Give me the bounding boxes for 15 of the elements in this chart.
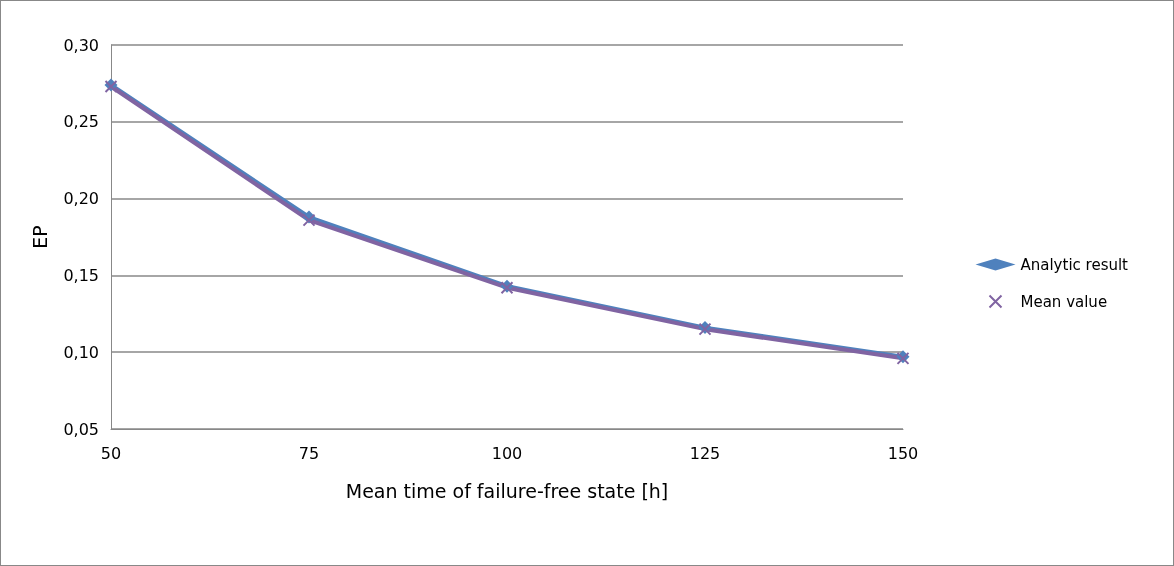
x-tick-label: 125 [689,443,721,463]
x-tick-label: 75 [298,443,320,463]
y-tick-label: 0,25 [63,112,99,132]
x-tick-label: 50 [100,443,122,463]
y-axis-title: EP [28,225,51,249]
y-tick-label: 0,05 [63,419,99,439]
y-tick-label: 0,30 [63,35,99,55]
x-tick-label: 150 [887,443,919,463]
legend-label: Analytic result [1020,255,1129,274]
y-tick-label: 0,20 [63,189,99,209]
y-tick-label: 0,15 [63,265,99,285]
y-tick-label: 0,10 [63,342,99,362]
x-axis-title: Mean time of failure-free state [h] [345,479,669,502]
x-tick-label: 100 [491,443,523,463]
legend-label: Mean value [1020,292,1108,311]
